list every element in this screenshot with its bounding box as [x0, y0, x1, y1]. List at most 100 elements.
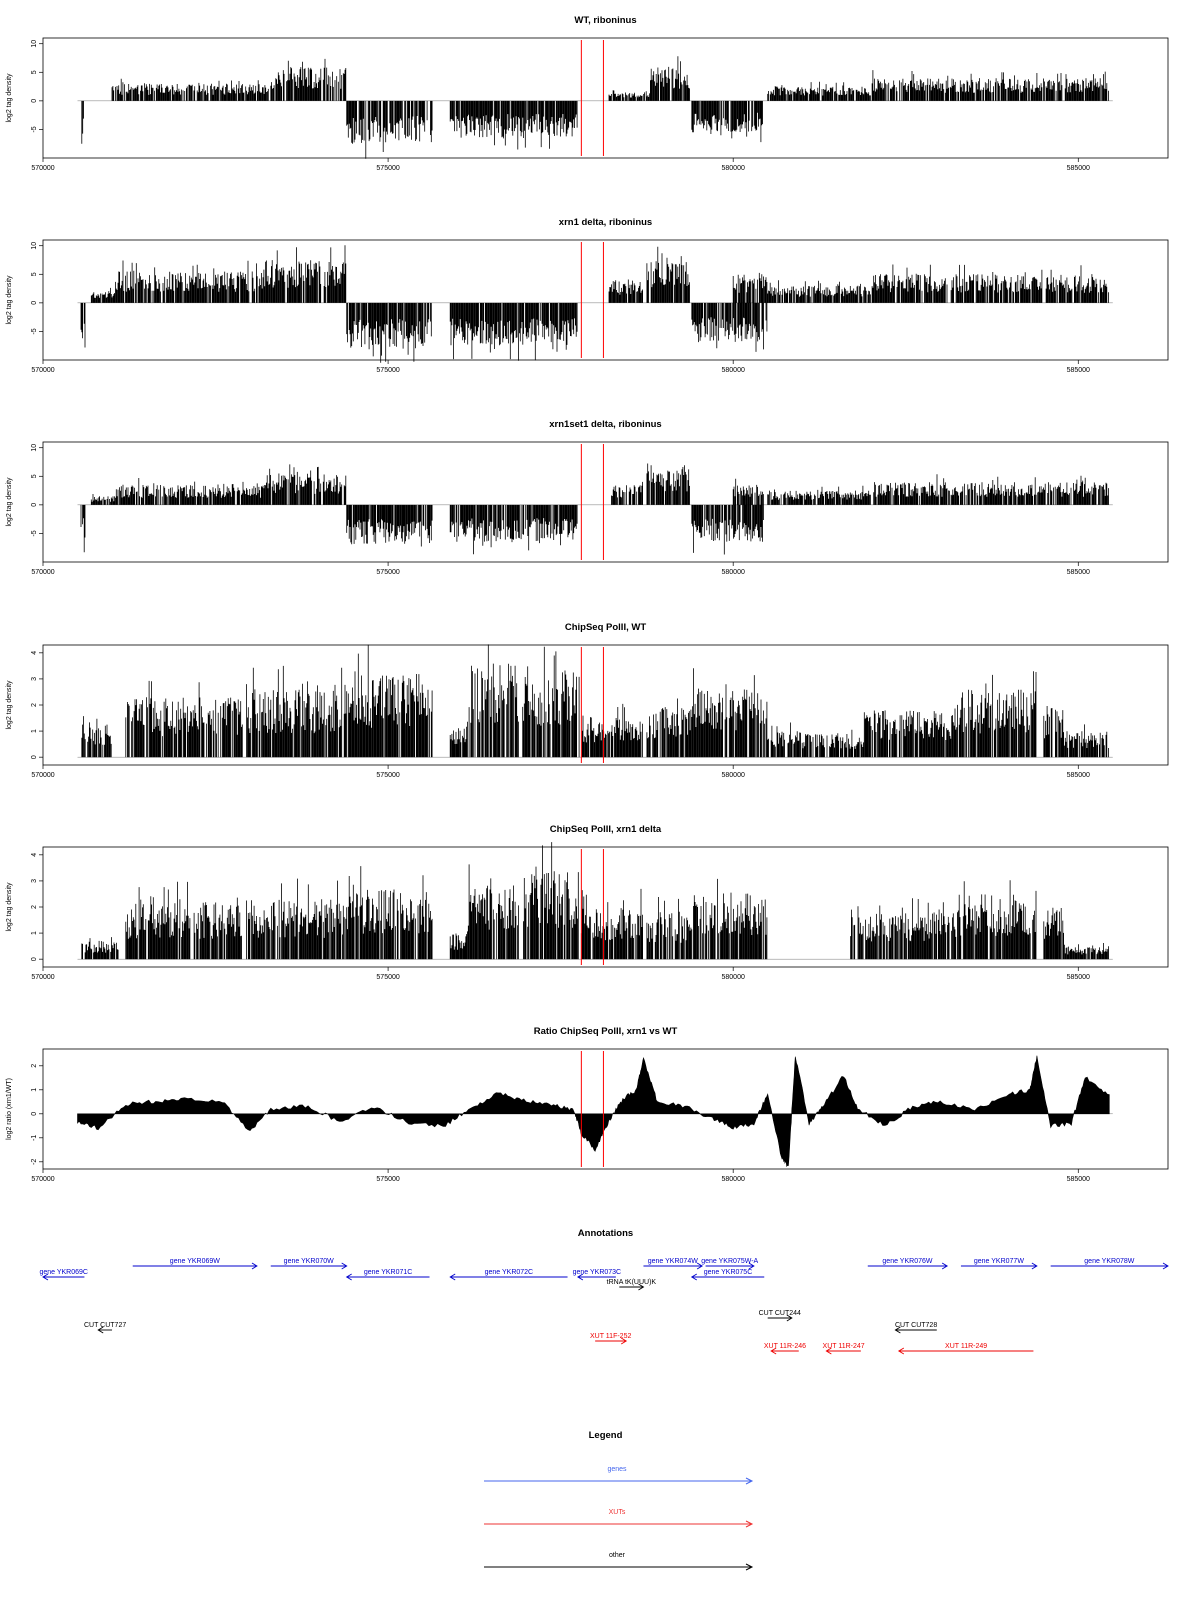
- plot-frame: [42, 441, 1169, 563]
- x-tick-label: 570000: [31, 1176, 54, 1183]
- feature-label: tRNA tK(UUU)K: [607, 1279, 657, 1286]
- y-tick-label: 2: [31, 1064, 38, 1068]
- x-tick-label: 585000: [1067, 974, 1090, 981]
- arrowhead-icon: [577, 1273, 584, 1281]
- x-tick-label: 580000: [722, 367, 745, 374]
- x-tick-label: 575000: [376, 569, 399, 576]
- arrowhead-icon: [620, 1337, 628, 1345]
- legend-entry-label: XUTs: [609, 1509, 626, 1516]
- x-tick-label: 570000: [31, 772, 54, 779]
- feature-label: gene YKR072C: [485, 1269, 534, 1276]
- annotation-feature: XUT 11F-252: [590, 1333, 631, 1345]
- panel-title: ChipSeq PolII, xrn1 delta: [550, 824, 662, 835]
- y-tick-label: 1: [31, 931, 38, 935]
- signal-series: [81, 56, 1109, 159]
- plot-frame: [42, 37, 1169, 159]
- arrowhead-icon: [894, 1326, 901, 1334]
- x-tick-label: 580000: [722, 1176, 745, 1183]
- annotation-feature: gene YKR073C: [573, 1269, 622, 1281]
- y-tick-label: 5: [31, 272, 38, 276]
- feature-label: XUT 11R-247: [823, 1343, 865, 1350]
- arrowhead-icon: [42, 1273, 49, 1281]
- y-tick-label: 2: [31, 703, 38, 707]
- y-tick-label: -5: [31, 328, 38, 334]
- x-tick-label: 585000: [1067, 569, 1090, 576]
- signal-bars: [80, 463, 1109, 555]
- feature-label: CUT CUT727: [84, 1322, 126, 1329]
- x-tick-label: 585000: [1067, 165, 1090, 172]
- arrowhead-icon: [1031, 1262, 1038, 1270]
- annotation-feature: CUT CUT728: [894, 1322, 937, 1334]
- x-tick-label: 575000: [376, 772, 399, 779]
- feature-label: gene YKR075W-A: [701, 1258, 758, 1265]
- annotation-feature: gene YKR077W: [960, 1258, 1038, 1270]
- y-tick-label: 0: [31, 503, 38, 507]
- y-tick-label: 10: [31, 40, 38, 48]
- arrowhead-icon: [690, 1273, 698, 1281]
- annotations-title: Annotations: [578, 1228, 633, 1239]
- feature-label: gene YKR069W: [170, 1258, 220, 1265]
- y-axis-label: log2 tag density: [6, 882, 13, 932]
- y-tick-label: 0: [31, 957, 38, 961]
- panel-2: xrn1 delta, riboninus log2 tag density 10 5…: [6, 217, 1169, 374]
- feature-label: CUT CUT244: [759, 1310, 801, 1317]
- y-tick-label: 0: [31, 1112, 38, 1116]
- legend-entry-label: genes: [607, 1466, 627, 1473]
- feature-label: gene YKR073C: [573, 1269, 622, 1276]
- feature-label: gene YKR078W: [1084, 1258, 1134, 1265]
- y-tick-label: 0: [31, 301, 38, 305]
- y-tick-label: 10: [31, 242, 38, 250]
- y-axis-label: log2 tag density: [6, 477, 13, 527]
- x-tick-label: 570000: [31, 165, 54, 172]
- y-tick-label: 1: [31, 1088, 38, 1092]
- legend-entry-other: other: [484, 1552, 754, 1571]
- panel-title: Ratio ChipSeq PolII, xrn1 vs WT: [534, 1026, 678, 1037]
- arrowhead-icon: [251, 1262, 258, 1270]
- arrowhead-icon: [97, 1326, 104, 1334]
- x-tick-label: 575000: [376, 974, 399, 981]
- panel-3: xrn1set1 delta, riboninus log2 tag densit…: [6, 419, 1169, 576]
- y-tick-label: 3: [31, 879, 38, 883]
- y-tick-label: 2: [31, 905, 38, 909]
- signal-series: [81, 842, 1109, 960]
- feature-label: gene YKR075C: [704, 1269, 753, 1276]
- legend-entry-genes: genes: [484, 1466, 754, 1485]
- plot-frame: [42, 1048, 1169, 1170]
- feature-label: XUT 11R-249: [945, 1343, 987, 1350]
- signal-bars: [81, 842, 1109, 960]
- arrowhead-icon: [786, 1314, 793, 1322]
- arrowhead-icon: [745, 1477, 754, 1485]
- feature-label: gene YKR070W: [284, 1258, 334, 1265]
- panel-title: WT, riboninus: [574, 15, 636, 26]
- annotation-feature: XUT 11R-249: [897, 1343, 1034, 1355]
- arrowhead-icon: [638, 1283, 645, 1291]
- x-tick-label: 575000: [376, 165, 399, 172]
- arrowhead-icon: [897, 1347, 905, 1355]
- y-axis-label: log2 tag density: [6, 275, 13, 325]
- feature-label: XUT 11R-246: [764, 1343, 806, 1350]
- arrowhead-icon: [745, 1520, 754, 1528]
- arrowhead-icon: [341, 1262, 348, 1270]
- annotation-feature: CUT CUT244: [759, 1310, 801, 1322]
- arrowhead-icon: [770, 1347, 777, 1355]
- y-tick-label: -5: [31, 126, 38, 132]
- signal-series: [81, 644, 1109, 758]
- y-tick-label: 5: [31, 474, 38, 478]
- arrowhead-icon: [941, 1262, 949, 1270]
- panel-title: xrn1 delta, riboninus: [559, 217, 652, 228]
- legend: Legend genes XUTs other: [484, 1430, 754, 1571]
- x-tick-label: 585000: [1067, 1176, 1090, 1183]
- y-tick-label: 0: [31, 99, 38, 103]
- x-tick-label: 575000: [376, 367, 399, 374]
- x-tick-label: 585000: [1067, 772, 1090, 779]
- y-tick-label: 4: [31, 651, 38, 655]
- feature-label: gene YKR076W: [882, 1258, 932, 1265]
- x-tick-label: 570000: [31, 974, 54, 981]
- panel-title: xrn1set1 delta, riboninus: [549, 419, 661, 430]
- feature-label: gene YKR071C: [364, 1269, 413, 1276]
- feature-label: CUT CUT728: [895, 1322, 937, 1329]
- signal-bars: [81, 644, 1109, 758]
- legend-entry-label: other: [609, 1552, 626, 1559]
- annotation-feature: gene YKR070W: [270, 1258, 348, 1270]
- ratio-series: [77, 1055, 1110, 1168]
